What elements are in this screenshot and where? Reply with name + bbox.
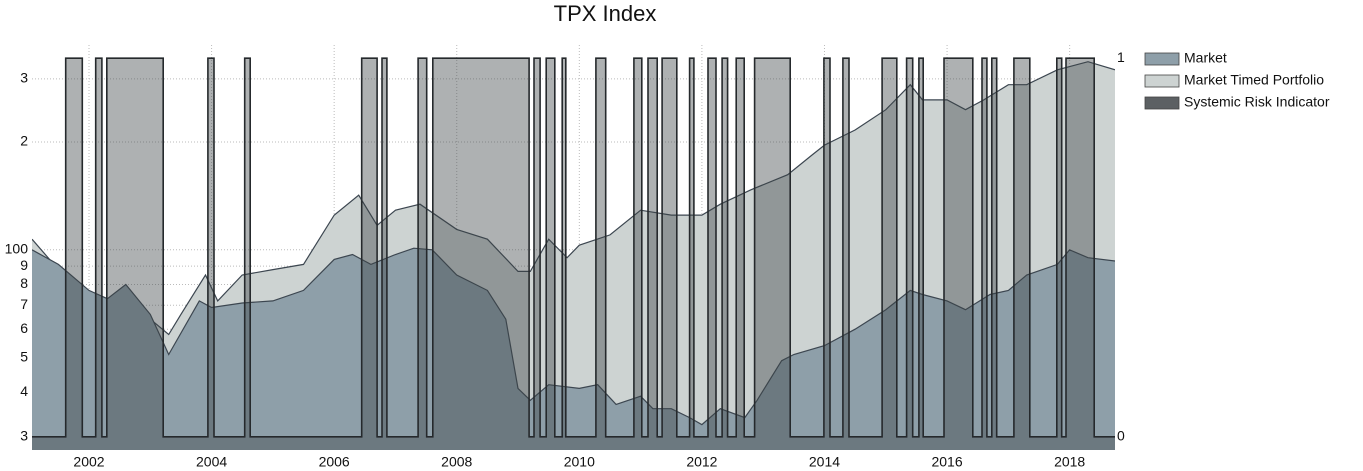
- legend-label: Market: [1184, 50, 1227, 66]
- plot-area: [32, 57, 1115, 450]
- y-tick-label: 3: [20, 428, 28, 444]
- indicator-line: [32, 57, 1115, 438]
- y-tick-label: 100: [5, 240, 29, 256]
- x-tick-label: 2010: [564, 454, 595, 470]
- legend-label: Market Timed Portfolio: [1184, 72, 1324, 88]
- y2-tick-label: 0: [1117, 427, 1125, 443]
- y-tick-label: 5: [20, 348, 28, 364]
- x-tick-label: 2018: [1054, 454, 1085, 470]
- legend-label: Systemic Risk Indicator: [1184, 94, 1330, 110]
- y-tick-label: 9: [20, 257, 28, 273]
- x-tick-label: 2006: [319, 454, 350, 470]
- x-tick-label: 2004: [196, 454, 227, 470]
- x-tick-label: 2008: [441, 454, 472, 470]
- line: [32, 247, 1115, 426]
- y-tick-label: 3: [20, 70, 28, 86]
- legend-swatch: [1144, 74, 1180, 88]
- y-tick-label: 7: [20, 296, 28, 312]
- legend-swatch: [1144, 96, 1180, 110]
- chart-title: TPX Index: [554, 1, 657, 26]
- legend-swatch: [1144, 52, 1180, 66]
- area: [32, 248, 1115, 450]
- y-tick-label: 4: [20, 383, 28, 399]
- y-tick-label: 2: [20, 133, 28, 149]
- line: [32, 61, 1115, 336]
- y-tick-label: 8: [20, 275, 28, 291]
- y2-tick-label: 1: [1117, 49, 1125, 65]
- x-tick-label: 2012: [686, 454, 717, 470]
- x-tick-label: 2002: [73, 454, 104, 470]
- x-tick-label: 2016: [931, 454, 962, 470]
- indicator-area: [32, 58, 1115, 450]
- x-tick-label: 2014: [809, 454, 840, 470]
- y-tick-label: 6: [20, 320, 28, 336]
